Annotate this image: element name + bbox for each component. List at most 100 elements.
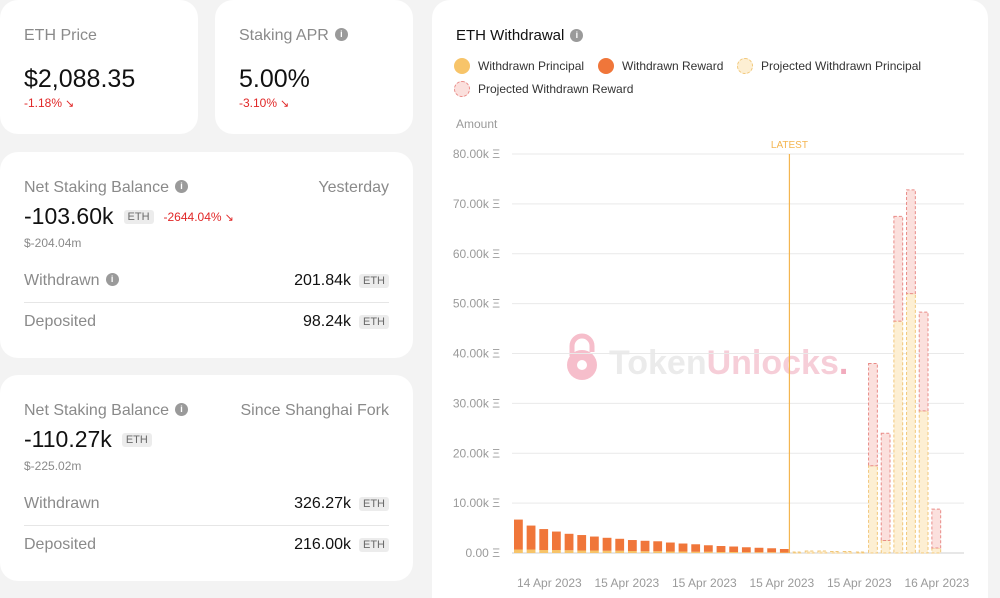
- bar-withdrawn-reward: [716, 546, 726, 553]
- bar-projected-principal: [792, 551, 802, 554]
- net-staking-shanghai-card: Net Staking Balance i Since Shanghai Fork…: [0, 375, 413, 581]
- y-tick-label: 60.00k Ξ: [453, 247, 500, 261]
- bar-withdrawn-principal: [767, 552, 777, 553]
- eth-unit-badge: ETH: [359, 538, 389, 552]
- net-staking-label-row: Net Staking Balance i: [24, 402, 188, 420]
- period-label: Yesterday: [318, 179, 389, 196]
- eth-price-change: -1.18% ↘: [24, 96, 74, 110]
- bar-withdrawn-reward: [665, 542, 675, 552]
- x-tick-label: 15 Apr 2023: [672, 576, 737, 590]
- bar-withdrawn-principal: [615, 550, 625, 553]
- net-staking-label: Net Staking Balance: [24, 179, 169, 196]
- staking-apr-change-value: -3.10%: [239, 96, 278, 110]
- watermark-text-unlocks: Unlocks: [707, 344, 839, 382]
- deposited-value-row: 216.00k ETH: [294, 536, 389, 554]
- bar-withdrawn-principal: [514, 549, 523, 553]
- legend-label: Withdrawn Principal: [478, 59, 585, 73]
- eth-unit-badge: ETH: [359, 315, 389, 329]
- latest-marker: LATEST: [771, 140, 808, 553]
- bar-withdrawn-principal: [729, 552, 739, 553]
- legend-swatch: [454, 81, 470, 97]
- token-unlocks-logo-icon: [567, 333, 597, 380]
- info-icon[interactable]: i: [105, 273, 119, 287]
- net-staking-label: Net Staking Balance: [24, 402, 169, 419]
- eth-unit-badge: ETH: [359, 274, 389, 288]
- withdrawn-value: 201.84k: [294, 272, 351, 289]
- bar-withdrawn-reward: [691, 544, 701, 552]
- trend-down-icon: ↘: [224, 211, 234, 224]
- trend-down-icon: ↘: [280, 98, 290, 110]
- withdrawn-label: Withdrawn: [24, 272, 100, 289]
- net-staking-change: -2644.04% ↘: [164, 210, 234, 224]
- bar-withdrawn-principal: [551, 550, 561, 553]
- bar-projected-principal: [817, 550, 828, 554]
- bar-withdrawn-principal: [678, 551, 688, 553]
- bar-withdrawn-reward: [653, 541, 663, 552]
- bar-withdrawn-principal: [602, 550, 612, 553]
- bar-projected-principal: [906, 293, 916, 554]
- staking-apr-value: 5.00%: [239, 65, 310, 93]
- bar-projected-reward: [906, 189, 916, 295]
- eth-unit-badge: ETH: [123, 209, 154, 224]
- y-tick-labels: 0.00 Ξ 10.00k Ξ 20.00k Ξ 30.00k Ξ 40.00k Ξ 50…: [453, 147, 500, 560]
- info-icon[interactable]: i: [174, 180, 188, 194]
- staking-apr-label: Staking APR: [239, 27, 329, 44]
- y-tick-label: 80.00k Ξ: [453, 147, 500, 161]
- legend-label: Withdrawn Reward: [622, 59, 724, 73]
- y-tick-label: 30.00k Ξ: [453, 396, 500, 410]
- eth-price-label: ETH Price: [24, 27, 97, 44]
- legend-withdrawn-principal[interactable]: Withdrawn Principal: [454, 58, 584, 74]
- x-tick-label: 15 Apr 2023: [827, 576, 892, 590]
- bar-withdrawn-reward: [729, 546, 739, 553]
- info-icon[interactable]: i: [334, 28, 348, 42]
- eth-price-card: ETH Price $2,088.35 -1.18% ↘: [0, 0, 198, 134]
- bar-withdrawn-reward: [779, 549, 789, 553]
- net-staking-value: -103.60k: [24, 203, 114, 229]
- divider: [24, 525, 389, 526]
- y-tick-label: 50.00k Ξ: [453, 297, 500, 311]
- bar-withdrawn-reward: [615, 538, 625, 551]
- trend-down-icon: ↘: [65, 98, 75, 110]
- staking-apr-card: Staking APR i 5.00% -3.10% ↘: [215, 0, 413, 134]
- withdrawn-value-row: 326.27k ETH: [294, 495, 389, 513]
- bar-withdrawn-reward: [539, 529, 549, 551]
- net-staking-usd: $-204.04m: [24, 236, 82, 250]
- withdrawn-row: Withdrawn i 201.84k ETH: [24, 272, 389, 290]
- net-staking-change-value: -2644.04%: [163, 209, 222, 224]
- legend-swatch: [598, 58, 614, 74]
- deposited-label: Deposited: [24, 313, 97, 330]
- bar-withdrawn-principal: [691, 551, 701, 553]
- eth-unit-badge: ETH: [121, 432, 152, 447]
- y-tick-label: 20.00k Ξ: [453, 446, 500, 460]
- bar-projected-principal: [855, 551, 866, 554]
- legend-withdrawn-reward[interactable]: Withdrawn Reward: [598, 58, 723, 74]
- x-tick-labels: 14 Apr 2023 15 Apr 2023 15 Apr 2023 15 Apr …: [517, 576, 970, 590]
- bar-withdrawn-reward: [741, 547, 751, 553]
- bar-projected-principal: [830, 551, 840, 554]
- bar-withdrawn-reward: [514, 519, 523, 550]
- x-tick-label: 14 Apr 2023: [517, 576, 582, 590]
- bar-projected-principal: [804, 550, 815, 554]
- bar-withdrawn-principal: [564, 550, 574, 553]
- bar-projected-principal: [918, 410, 929, 554]
- deposited-value-row: 98.24k ETH: [303, 313, 389, 331]
- bar-withdrawn-reward: [678, 543, 688, 552]
- legend-projected-withdrawn-reward[interactable]: Projected Withdrawn Reward: [454, 81, 633, 97]
- deposited-label: Deposited: [24, 536, 97, 553]
- bar-withdrawn-principal: [640, 551, 650, 553]
- withdrawn-value-row: 201.84k ETH: [294, 272, 389, 290]
- y-tick-label: 0.00 Ξ: [466, 546, 501, 560]
- bar-projected-principal: [893, 320, 904, 554]
- x-tick-label: 16 Apr 2023: [905, 576, 970, 590]
- info-icon[interactable]: i: [570, 28, 584, 42]
- bar-withdrawn-principal: [741, 552, 751, 553]
- y-tick-label: 10.00k Ξ: [453, 496, 500, 510]
- info-icon[interactable]: i: [174, 403, 188, 417]
- divider: [24, 302, 389, 303]
- legend-projected-withdrawn-principal[interactable]: Projected Withdrawn Principal: [737, 58, 921, 74]
- bar-withdrawn-reward: [703, 545, 713, 552]
- bar-projected-principal: [868, 465, 878, 554]
- watermark-text-token: Token: [609, 344, 707, 382]
- x-tick-label: 15 Apr 2023: [595, 576, 660, 590]
- deposited-row: Deposited 98.24k ETH: [24, 313, 389, 331]
